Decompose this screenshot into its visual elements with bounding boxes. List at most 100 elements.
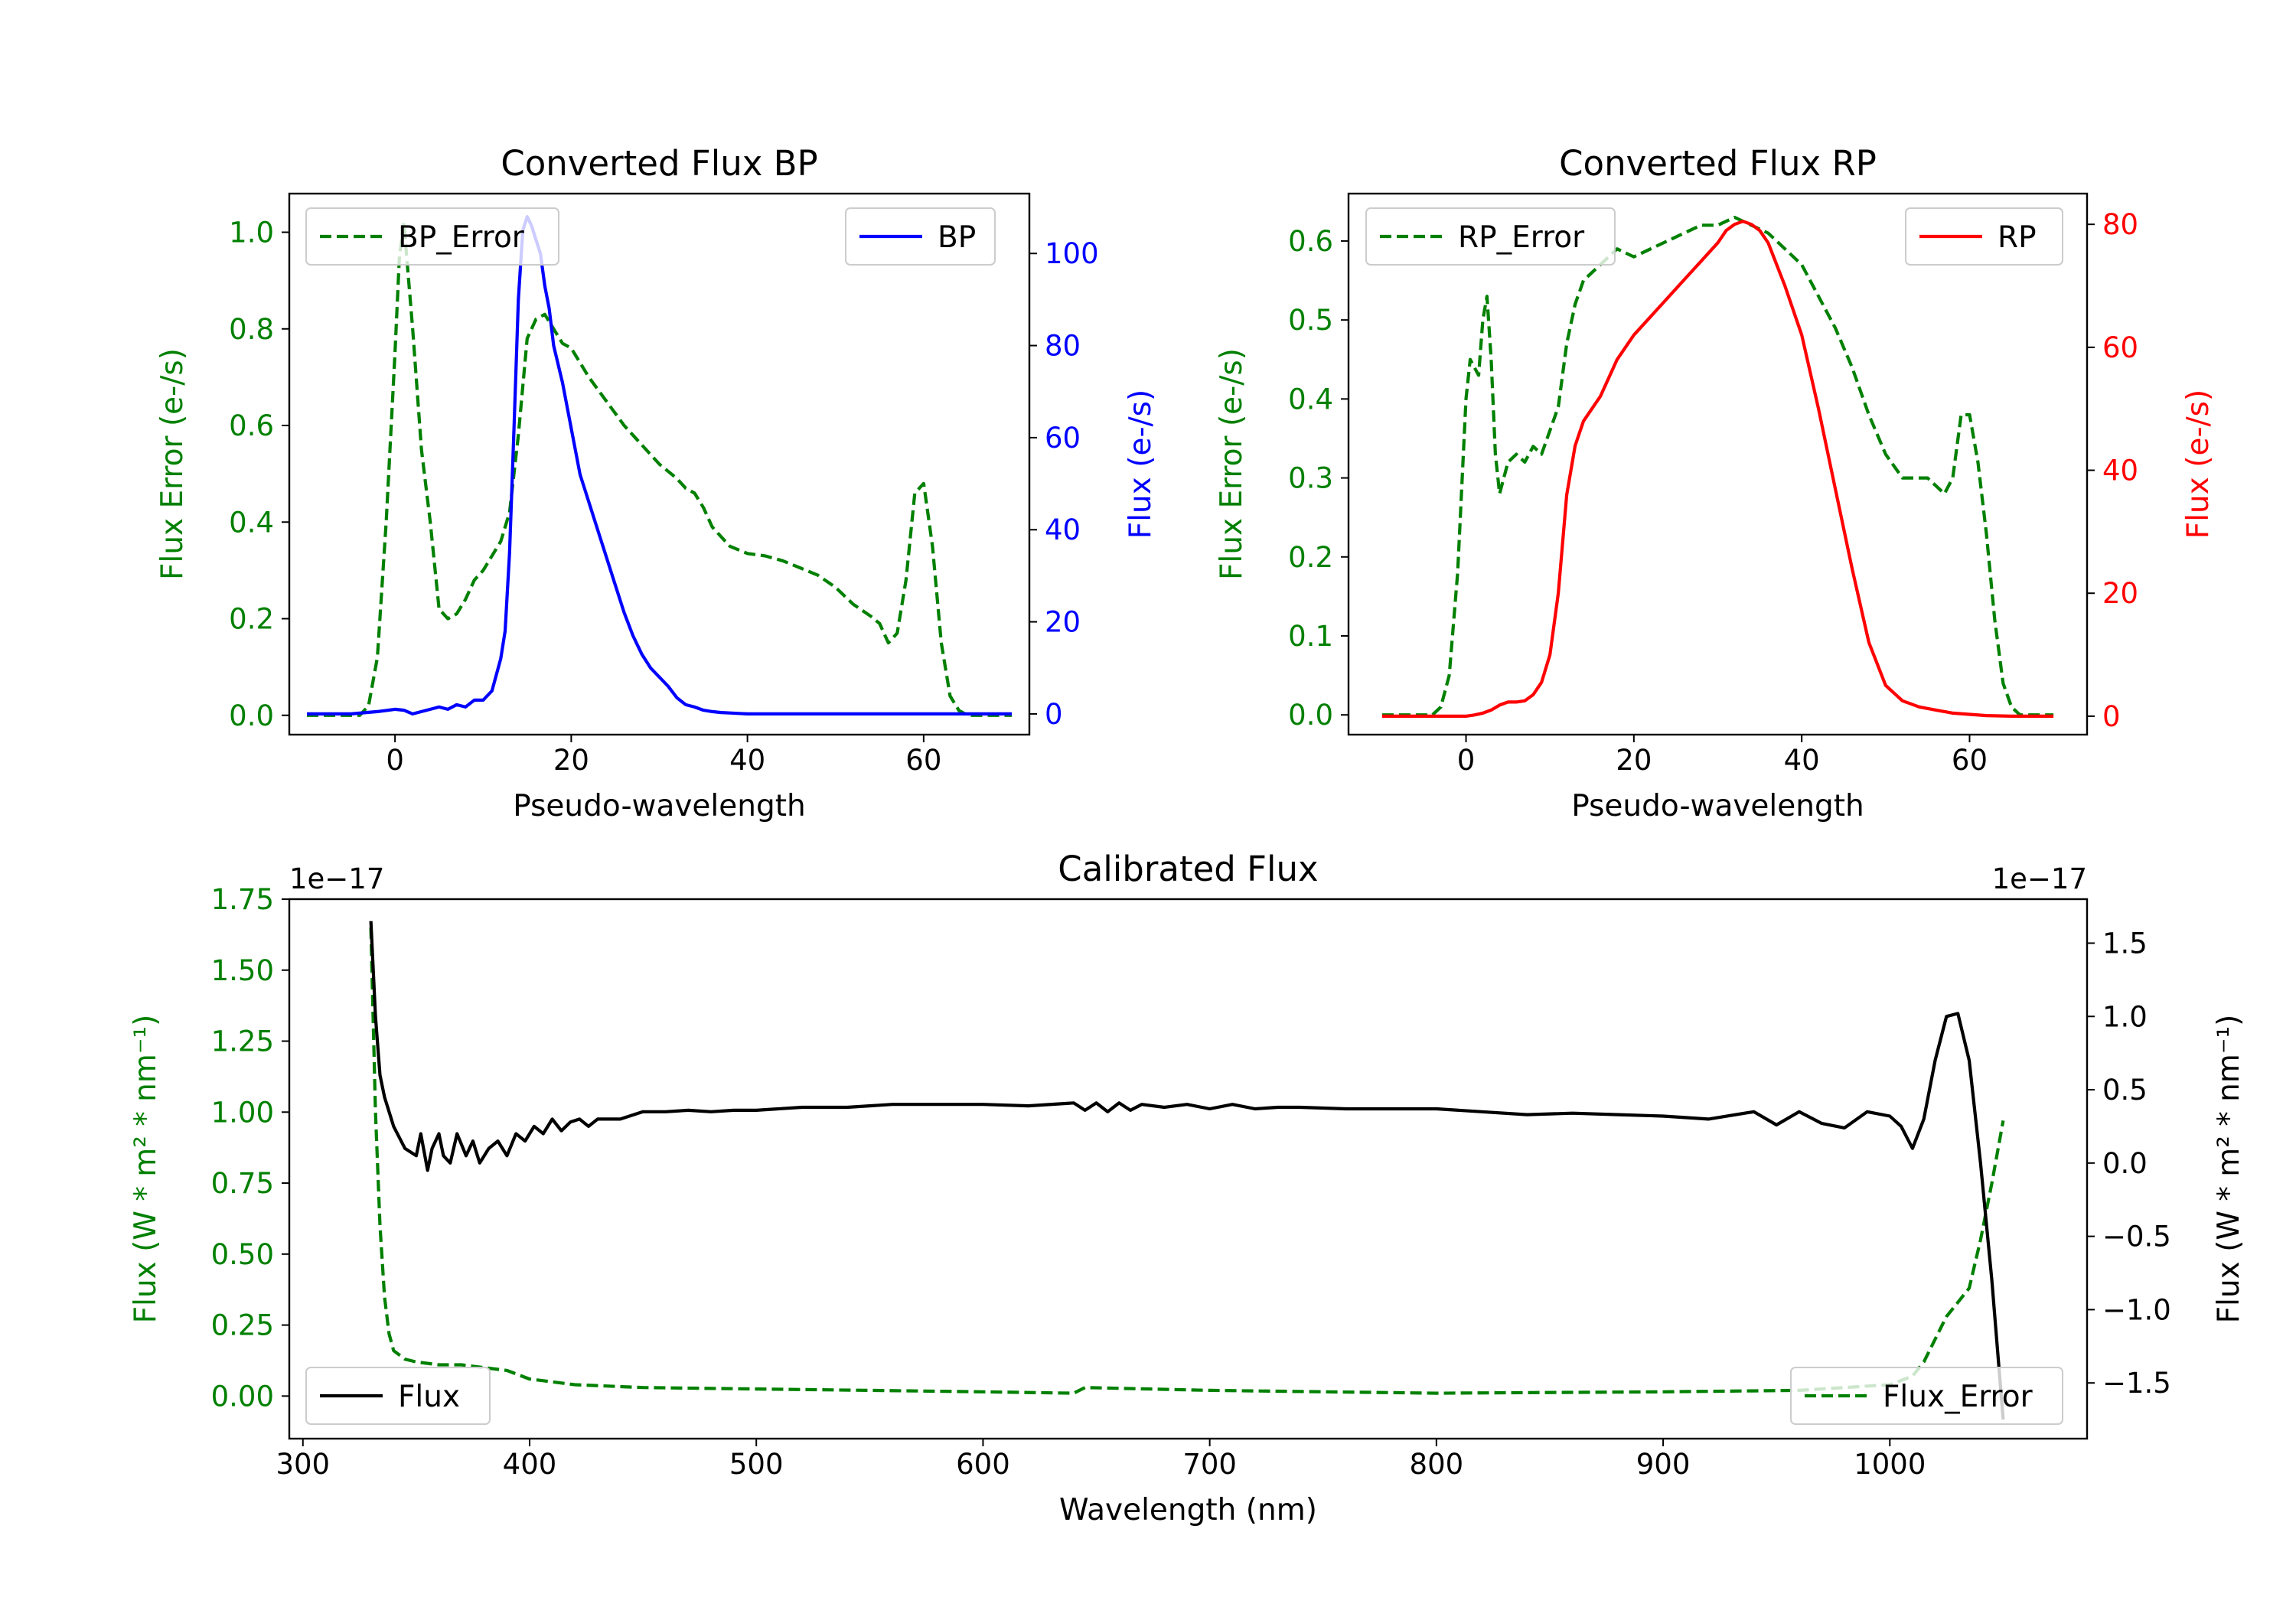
chart-title: Converted Flux RP bbox=[1559, 143, 1877, 184]
x-tick-label: 800 bbox=[1410, 1448, 1464, 1481]
x-tick-label: 900 bbox=[1636, 1448, 1691, 1481]
y-right-tick-label: 0.5 bbox=[2102, 1074, 2148, 1107]
y-left-tick-label: 0.4 bbox=[229, 506, 274, 539]
legend-label: BP bbox=[938, 220, 976, 255]
y-right-tick-label: 40 bbox=[2102, 455, 2138, 487]
legend-box bbox=[1790, 1367, 2063, 1425]
legend-box bbox=[1365, 207, 1616, 266]
y-right-tick-label: 40 bbox=[1045, 513, 1081, 546]
y-right-axis-label: Flux (e-/s) bbox=[2181, 390, 2216, 539]
y-left-axis-label: Flux Error (e-/s) bbox=[155, 348, 190, 580]
y-left-tick-label: 0.8 bbox=[229, 313, 274, 346]
y-left-axis-label: Flux (W * m² * nm⁻¹) bbox=[129, 1015, 163, 1324]
y-left-tick-label: 1.00 bbox=[211, 1096, 274, 1129]
y-left-tick-label: 0.3 bbox=[1288, 462, 1333, 495]
x-tick-label: 1000 bbox=[1854, 1448, 1926, 1481]
chart-title: Calibrated Flux bbox=[1058, 849, 1318, 889]
chart-cal: 300 400 500 600 700 800 900 1000 0.00 0.25 0.50 0.7… bbox=[129, 849, 2246, 1527]
x-axis-label: Pseudo-wavelength bbox=[513, 789, 805, 823]
y-left-axis-label: Flux Error (e-/s) bbox=[1215, 348, 1249, 580]
legend-left: BP_Error bbox=[305, 207, 559, 266]
chart-bp: 0 20 40 60 0.0 0.2 0.4 0.6 0.8 1.0 0 20 40 60 80 100 Con… bbox=[155, 143, 1158, 823]
x-tick-label: 300 bbox=[276, 1448, 330, 1481]
y-right-tick-label: 80 bbox=[1045, 330, 1081, 363]
x-tick-label: 600 bbox=[956, 1448, 1010, 1481]
y-right-tick-label: 20 bbox=[2102, 577, 2138, 610]
y-left-tick-label: 0.2 bbox=[1288, 541, 1333, 574]
legend-left: RP_Error bbox=[1365, 207, 1616, 266]
y-right-tick-label: 0 bbox=[2102, 700, 2121, 733]
axes-frame bbox=[1347, 192, 2089, 736]
y-left-tick-label: 0.6 bbox=[1288, 225, 1333, 258]
y-left-tick-label: 0.00 bbox=[211, 1380, 274, 1413]
y-right-axis-label: Flux (e-/s) bbox=[1124, 390, 1158, 539]
legend-label: Flux bbox=[398, 1380, 460, 1414]
legend-label: BP_Error bbox=[398, 220, 525, 255]
y-right-tick-label: −0.5 bbox=[2102, 1221, 2171, 1253]
legend-right: BP bbox=[845, 207, 996, 266]
x-tick-label: 40 bbox=[1784, 744, 1820, 777]
y-right-tick-label: −1.5 bbox=[2102, 1367, 2171, 1400]
x-tick-label: 700 bbox=[1182, 1448, 1237, 1481]
y-left-tick-label: 0.75 bbox=[211, 1167, 274, 1200]
x-tick-label: 20 bbox=[553, 744, 589, 777]
x-axis-label: Pseudo-wavelength bbox=[1571, 789, 1864, 823]
chart-rp: 0 20 40 60 0.0 0.1 0.2 0.3 0.4 0.5 0.6 0 20 40 60 80 Con… bbox=[1215, 143, 2216, 823]
y-left-tick-label: 1.50 bbox=[211, 954, 274, 987]
legend-label: Flux_Error bbox=[1883, 1380, 2033, 1414]
y-right-tick-label: 100 bbox=[1045, 237, 1099, 270]
plots-layer: 0 20 40 600.00.20.40.60.81.0020406080100Con… bbox=[129, 143, 2246, 1527]
y-left-tick-label: 0.0 bbox=[229, 699, 274, 732]
y-left-tick-label: 0.50 bbox=[211, 1238, 274, 1271]
legend-box bbox=[305, 1367, 491, 1425]
axes-frame bbox=[288, 898, 2089, 1440]
x-tick-label: 400 bbox=[503, 1448, 557, 1481]
y-right-tick-label: 20 bbox=[1045, 606, 1081, 639]
y-left-tick-label: 1.25 bbox=[211, 1025, 274, 1058]
legend-right: Flux_Error bbox=[1790, 1367, 2063, 1425]
series-line-rp bbox=[1381, 220, 2054, 718]
y-right-axis-label: Flux (W * m² * nm⁻¹) bbox=[2212, 1015, 2246, 1324]
y-left-tick-label: 0.4 bbox=[1288, 383, 1333, 416]
x-tick-label: 500 bbox=[729, 1448, 784, 1481]
y-right-tick-label: 0.0 bbox=[2102, 1147, 2148, 1180]
legend-box bbox=[305, 207, 559, 266]
series-line-bp-error bbox=[307, 220, 1012, 717]
y-left-tick-label: 0.1 bbox=[1288, 620, 1333, 653]
y-right-tick-label: 1.0 bbox=[2102, 1000, 2148, 1033]
legend-label: RP bbox=[1998, 220, 2037, 255]
series-line-flux-error bbox=[369, 927, 2005, 1395]
y-left-tick-label: 1.0 bbox=[229, 217, 274, 249]
y-right-tick-label: 0 bbox=[1045, 698, 1063, 731]
chart-title: Converted Flux BP bbox=[501, 143, 817, 184]
series-line-rp-error bbox=[1381, 215, 2054, 717]
y-right-tick-label: 60 bbox=[1045, 422, 1081, 455]
y-left-tick-label: 1.75 bbox=[211, 883, 274, 916]
y-right-tick-label: 80 bbox=[2102, 208, 2138, 241]
offset-text-left: 1e−17 bbox=[289, 862, 384, 895]
series-line-flux bbox=[369, 921, 2005, 1420]
legend-right: RP bbox=[1905, 207, 2063, 266]
x-tick-label: 0 bbox=[386, 744, 404, 777]
y-left-tick-label: 0.0 bbox=[1288, 699, 1333, 732]
y-left-tick-label: 0.6 bbox=[229, 409, 274, 442]
y-left-tick-label: 0.2 bbox=[229, 603, 274, 636]
y-left-tick-label: 0.5 bbox=[1288, 304, 1333, 337]
legend-label: RP_Error bbox=[1458, 220, 1585, 255]
x-tick-label: 60 bbox=[905, 744, 941, 777]
axes-frame bbox=[288, 192, 1031, 736]
x-tick-label: 40 bbox=[729, 744, 765, 777]
y-right-tick-label: 60 bbox=[2102, 331, 2138, 364]
x-tick-label: 60 bbox=[1952, 744, 1988, 777]
x-tick-label: 20 bbox=[1616, 744, 1652, 777]
x-tick-label: 0 bbox=[1457, 744, 1476, 777]
legend-left: Flux bbox=[305, 1367, 491, 1425]
series-line-bp bbox=[307, 215, 1012, 715]
y-right-tick-label: −1.0 bbox=[2102, 1293, 2171, 1326]
y-right-tick-label: 1.5 bbox=[2102, 927, 2148, 960]
x-axis-label: Wavelength (nm) bbox=[1059, 1493, 1317, 1527]
offset-text-right: 1e−17 bbox=[1992, 862, 2087, 895]
legend-box bbox=[1905, 207, 2063, 266]
